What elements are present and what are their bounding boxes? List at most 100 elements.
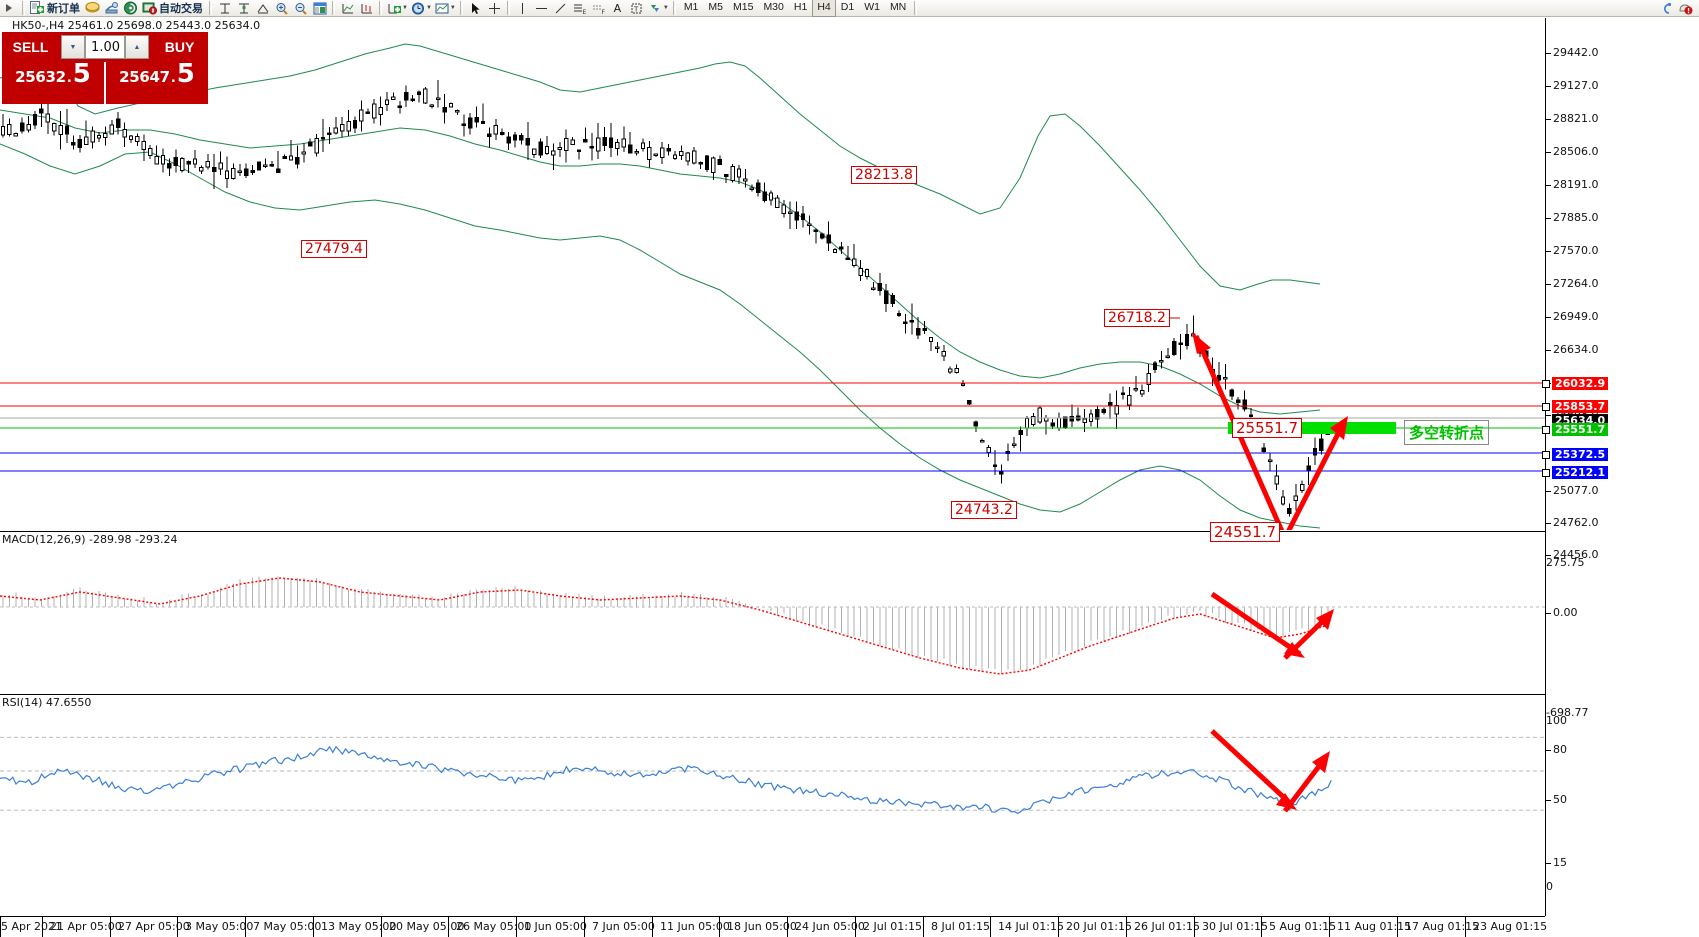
annotation-24743[interactable]: 24743.2 [951,501,1017,519]
zoom-out-icon[interactable] [291,0,310,16]
crosshair-icon[interactable] [215,0,234,16]
timeframe-w1[interactable]: W1 [864,1,880,13]
volume-input[interactable]: 1.00 [85,35,125,59]
timeframe-m1[interactable]: M1 [683,1,699,13]
annotation-26718[interactable]: 26718.2 [1104,309,1170,327]
main-toolbar[interactable]: 新订单 [0,0,1699,17]
timeframe-h1[interactable]: H1 [793,1,808,13]
volume-decrease-button[interactable]: ▼ [61,35,85,59]
crosshair-tool-icon[interactable] [485,0,504,16]
candle [1172,338,1177,357]
time-separator [923,917,924,937]
grid-icon[interactable] [338,0,357,16]
vline-icon[interactable] [513,0,532,16]
price-panel[interactable]: 27479.4 28213.8 26718.2 24743.2 25551.7 … [0,18,1545,542]
volume-control[interactable]: ▼ 1.00 ▲ [59,32,151,62]
autotrading-label[interactable]: 自动交易 [159,3,203,15]
price-tick: 29442.0 [1546,46,1599,59]
label-icon[interactable]: T [627,0,646,16]
price-tag-support-2[interactable]: 25212.1 [1552,466,1609,479]
templates-caret-icon[interactable]: ▼ [449,5,456,11]
objects-caret-icon[interactable]: ▼ [662,5,669,11]
time-scale[interactable]: 5 Apr 2021 21 Apr 05:00 27 Apr 05:00 3 May … [0,916,1547,937]
alert-icon[interactable] [1676,0,1695,16]
signals-icon[interactable] [83,0,102,16]
volume-increase-button[interactable]: ▲ [125,35,149,59]
rsi-panel[interactable]: RSI(14) 47.6550 [0,694,1545,833]
fibonacci-icon[interactable]: E [570,0,589,16]
expert-advisors-icon[interactable] [1657,0,1676,16]
templates-icon[interactable] [433,0,452,16]
one-click-trading-panel[interactable]: SELL ▼ 1.00 ▲ BUY 25632 . 5 25647 . 5 [2,32,208,104]
candle [864,268,870,280]
price-level-handle[interactable] [1542,451,1550,459]
candle [1293,483,1298,511]
cursor-icon[interactable] [466,0,485,16]
price-tag-support-1[interactable]: 25372.5 [1552,448,1609,461]
new-order-icon[interactable] [28,0,47,16]
price-level-handle[interactable] [1542,380,1550,388]
candle [653,153,658,157]
candle [775,194,780,208]
period-caret-icon[interactable]: ▼ [425,5,432,11]
time-label: 5 Aug 01:15 [1269,920,1337,933]
price-level-handle[interactable] [1542,469,1550,477]
autotrading-icon[interactable] [140,0,159,16]
ohlc-icon[interactable] [357,0,376,16]
auto-scroll-icon[interactable] [253,0,272,16]
market-icon[interactable] [102,0,121,16]
fibonacci-fan-icon[interactable]: F [589,0,608,16]
annotation-24551[interactable]: 24551.7 [1210,522,1281,542]
timeframe-h4[interactable]: H4 [812,0,836,17]
sell-price[interactable]: 25632 . 5 [2,61,104,104]
vps-icon[interactable] [121,0,140,16]
timeframe-m15[interactable]: M15 [733,1,754,13]
trendline-icon[interactable] [551,0,570,16]
indicators-icon[interactable] [385,0,404,16]
candle [1114,390,1119,429]
period-clock-icon[interactable] [409,0,428,16]
new-order-label[interactable]: 新订单 [47,3,80,15]
timeframe-d1[interactable]: D1 [840,1,855,13]
timeframe-m30[interactable]: M30 [763,1,784,13]
hline-icon[interactable] [532,0,551,16]
price-tag-resistance-2[interactable]: 25853.7 [1552,400,1609,413]
buy-price[interactable]: 25647 . 5 [106,61,208,104]
candle [1229,388,1234,400]
dropdown-arrow-icon[interactable] [0,0,19,16]
timeframe-m5[interactable]: M5 [708,1,723,13]
candle [205,154,211,170]
objects-icon[interactable] [646,0,665,16]
svg-text:F: F [601,9,605,15]
candle [58,110,63,150]
annotation-28213[interactable]: 28213.8 [851,166,917,184]
sell-button[interactable]: SELL [2,32,59,62]
annotation-27479[interactable]: 27479.4 [301,240,367,258]
chart-area[interactable]: HK50-,H4 25461.0 25698.0 25443.0 25634.0 [0,18,1699,937]
candle [340,116,345,138]
candle [1152,360,1158,374]
price-tick: 28191.0 [1546,178,1599,191]
candle [1140,384,1145,397]
indicators-caret-icon[interactable]: ▼ [402,5,408,11]
zoom-in-icon[interactable] [272,0,291,16]
time-separator [313,917,314,937]
candle [711,156,716,180]
price-level-handle[interactable] [1542,426,1550,434]
data-window-icon[interactable] [310,0,329,16]
toolbar-divider [506,1,510,15]
price-tag-pivot[interactable]: 25551.7 [1552,423,1609,436]
candle [404,85,409,108]
price-tag-resistance-1[interactable]: 26032.9 [1552,377,1609,390]
period-separator-icon[interactable] [234,0,253,16]
pivot-point-note[interactable]: 多空转折点 [1404,420,1490,445]
price-scale[interactable]: 29442.0 29127.0 28821.0 28506.0 28191.0 … [1542,18,1699,916]
macd-panel[interactable]: MACD(12,26,9) -289.98 -293.24 [0,531,1545,692]
buy-button[interactable]: BUY [151,32,208,62]
rsi-chart-svg [0,736,1545,815]
candle [506,131,511,150]
price-chart-svg [0,43,1321,529]
price-level-handle[interactable] [1542,403,1550,411]
annotation-25551[interactable]: 25551.7 [1232,418,1303,438]
timeframe-mn[interactable]: MN [889,1,907,13]
